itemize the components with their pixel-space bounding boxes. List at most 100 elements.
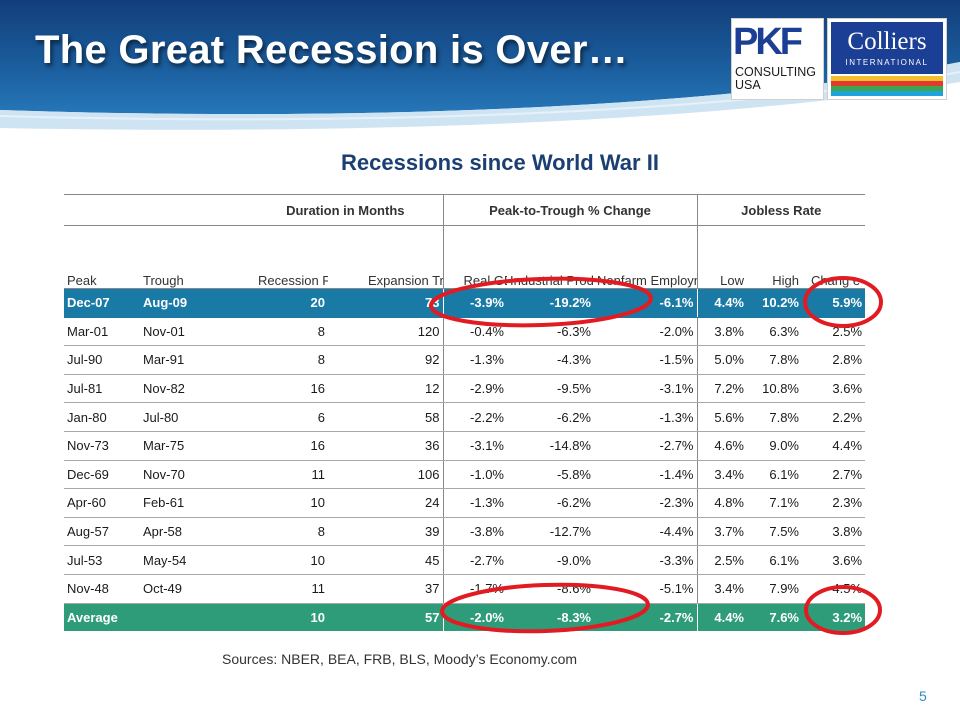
table-cell: -1.7% [442,574,507,604]
table-cell: Mar-91 [140,345,218,375]
table-cell: -2.0% [442,603,507,632]
table-cell: -8.3% [507,603,594,632]
table-cell: -3.3% [594,545,697,575]
table-cell: 16 [218,431,328,461]
table-cell: 92 [328,345,443,375]
table-cell: -3.9% [442,288,507,318]
table-cell: Aug-57 [64,517,140,547]
table-cell: 7.8% [747,345,802,375]
table-body: Dec-07 Aug-09 20 73 -3.9% -19.2% -6.1% 4.4% 10.2… [64,288,866,632]
table-cell: 5.9% [802,288,866,318]
logo-stripe [831,76,943,81]
colliers-logo: Colliers INTERNATIONAL [827,18,947,100]
table-cell: 4.4% [802,431,866,461]
table-cell: -1.3% [442,345,507,375]
table-cell: 7.5% [747,517,802,547]
table-cell: 3.8% [802,517,866,547]
table-cell: -9.0% [507,545,594,575]
table-cell: 2.2% [802,402,866,432]
table-cell: Dec-69 [64,460,140,490]
table-cell: Nov-73 [64,431,140,461]
table-cell: Mar-01 [64,317,140,347]
column-header: Expansion Trough to Peak [328,225,443,289]
table-cell: 8 [218,317,328,347]
table-cell: May-54 [140,545,218,575]
table-cell: 6.1% [747,460,802,490]
table-cell: -5.1% [594,574,697,604]
column-header: Trough [140,225,218,289]
page-number: 5 [919,688,927,704]
table-cell: -1.0% [442,460,507,490]
table-cell: -19.2% [507,288,594,318]
column-header: Peak [64,225,140,289]
table-cell: 5.0% [696,345,747,375]
table-cell: 8 [218,517,328,547]
table-row: Jul-90 Mar-91 8 92 -1.3% -4.3% -1.5% 5.0% 7.8% 2.… [64,345,866,375]
table-cell: -1.3% [442,488,507,518]
table-cell: -2.7% [594,431,697,461]
table-cell: 10.8% [747,374,802,404]
column-header: Chang e [802,225,866,289]
table-cell: -1.4% [594,460,697,490]
colliers-logo-name: Colliers [847,28,927,55]
table-cell: 3.4% [696,460,747,490]
table-row: Dec-07 Aug-09 20 73 -3.9% -19.2% -6.1% 4.4% 10.2… [64,288,866,318]
table-cell: Apr-58 [140,517,218,547]
table-cell: 16 [218,374,328,404]
table-cell: 3.6% [802,545,866,575]
table-cell: 2.8% [802,345,866,375]
table-cell: -3.8% [442,517,507,547]
table-cell: 10 [218,545,328,575]
table-cell: Average [64,603,218,632]
table-cell: 120 [328,317,443,347]
column-header: Real GDP [442,225,507,289]
table-cell: 106 [328,460,443,490]
table-cell: Jul-81 [64,374,140,404]
table-cell: 4.4% [696,288,747,318]
table-cell: -9.5% [507,374,594,404]
table-cell: 8 [218,345,328,375]
table-cell: 7.6% [747,603,802,632]
table-cell: -8.6% [507,574,594,604]
column-header: High [747,225,802,289]
table-cell: Nov-82 [140,374,218,404]
table-cell: 11 [218,460,328,490]
table-cell: 5.6% [696,402,747,432]
table-cell: 4.5% [802,574,866,604]
table-row: Jul-81 Nov-82 16 12 -2.9% -9.5% -3.1% 7.2% 10.8%… [64,374,866,404]
table-cell: Aug-09 [140,288,218,318]
table-cell: Nov-01 [140,317,218,347]
table-cell: -1.5% [594,345,697,375]
pkf-logo: PKF CONSULTING USA [731,18,824,100]
table-cell: 6.3% [747,317,802,347]
table-cell: -2.9% [442,374,507,404]
table-cell: -4.3% [507,345,594,375]
table-cell: 3.4% [696,574,747,604]
table-cell: 9.0% [747,431,802,461]
table-row: Apr-60 Feb-61 10 24 -1.3% -6.2% -2.3% 4.8% 7.1% 2… [64,488,866,518]
table-row: Nov-48 Oct-49 11 37 -1.7% -8.6% -5.1% 3.4% 7.9% 4… [64,574,866,604]
table-cell: 39 [328,517,443,547]
table-cell: 7.9% [747,574,802,604]
table-cell: 2.5% [802,317,866,347]
table-cell: 6.1% [747,545,802,575]
group-header: Jobless Rate [696,194,866,226]
table-cell: 12 [328,374,443,404]
table-cell: 7.8% [747,402,802,432]
table-cell: 4.4% [696,603,747,632]
table-cell: 10.2% [747,288,802,318]
column-header: Recession Peak to Trough [218,225,328,289]
table-cell: 45 [328,545,443,575]
table-cell: 24 [328,488,443,518]
pkf-logo-subtitle: CONSULTING USA [735,65,817,92]
table-cell: Mar-75 [140,431,218,461]
group-header: Peak-to-Trough % Change [442,194,697,226]
column-header: Nonfarm Employment [594,225,697,289]
table-cell: 6 [218,402,328,432]
table-cell: -1.3% [594,402,697,432]
table-row: Mar-01 Nov-01 8 120 -0.4% -6.3% -2.0% 3.8% 6.3% 2… [64,317,866,347]
table-cell: 3.7% [696,517,747,547]
table-cell: Nov-48 [64,574,140,604]
table-row: Aug-57 Apr-58 8 39 -3.8% -12.7% -4.4% 3.7% 7.5% 3… [64,517,866,547]
table-cell: 20 [218,288,328,318]
